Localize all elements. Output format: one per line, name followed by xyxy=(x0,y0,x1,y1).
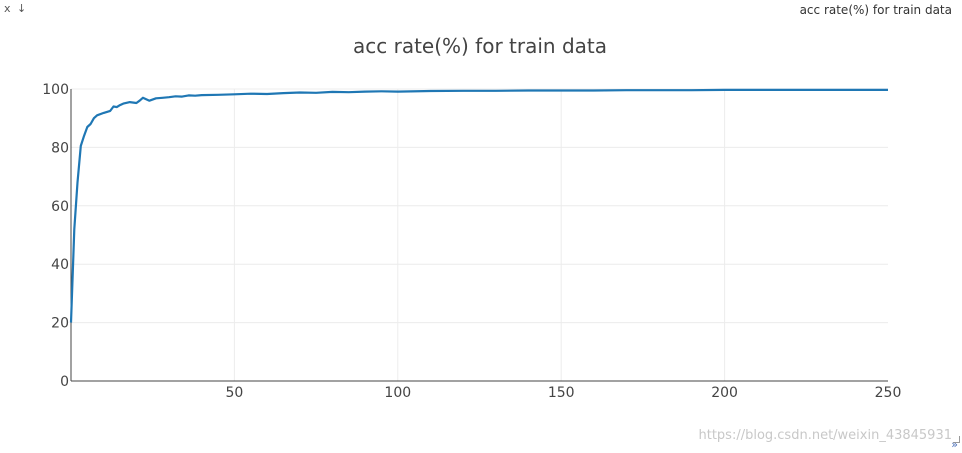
x-tick-label: 200 xyxy=(711,385,738,401)
y-tick-label: 80 xyxy=(51,140,69,156)
x-tick-label: 100 xyxy=(384,385,411,401)
download-icon[interactable]: ↓ xyxy=(17,2,27,15)
expand-icon[interactable]: » xyxy=(951,438,958,451)
axes xyxy=(70,89,888,382)
close-icon[interactable]: x xyxy=(4,2,11,15)
y-tick-label: 100 xyxy=(42,82,69,98)
y-tick-label: 0 xyxy=(60,374,69,390)
tick-labels: 0 20 40 60 80 100 50 100 150 200 250 xyxy=(42,82,901,401)
y-tick-label: 40 xyxy=(51,257,69,273)
window-title: acc rate(%) for train data xyxy=(799,3,952,17)
y-tick-label: 60 xyxy=(51,199,69,215)
x-tick-label: 150 xyxy=(548,385,575,401)
chart-title: acc rate(%) for train data xyxy=(353,34,607,58)
x-tick-label: 50 xyxy=(225,385,243,401)
series xyxy=(69,88,888,323)
x-tick-label: 250 xyxy=(875,385,902,401)
series-line xyxy=(69,88,888,323)
resize-handle[interactable] xyxy=(953,436,960,443)
y-tick-label: 20 xyxy=(51,316,69,332)
grid xyxy=(71,88,888,381)
